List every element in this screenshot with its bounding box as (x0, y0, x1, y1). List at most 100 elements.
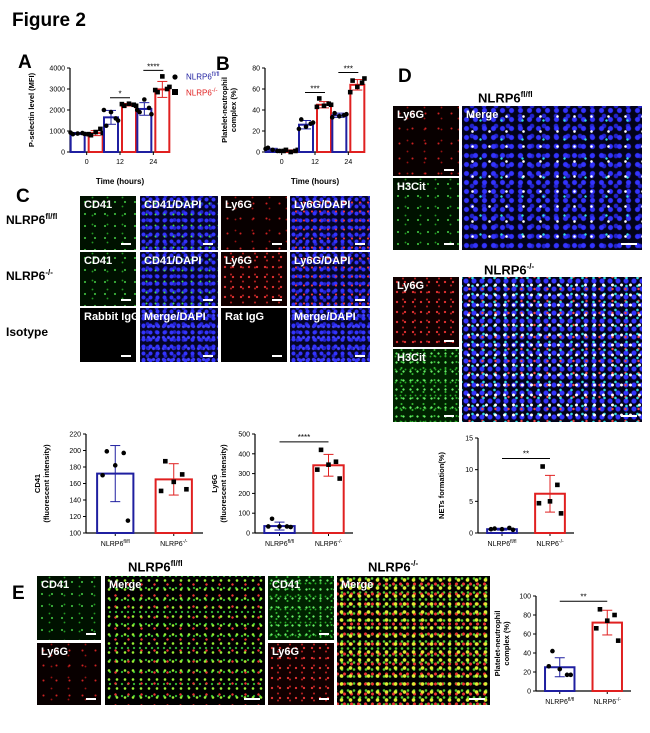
scale-bar (121, 355, 131, 357)
x-tick-label: NLRP6fl/fl (488, 539, 517, 548)
y-tick-label: 0 (246, 531, 250, 538)
y-tick-label: 80 (523, 613, 531, 620)
data-point (555, 482, 560, 488)
data-point (288, 149, 293, 155)
tick-base: NLRP6 (536, 541, 559, 548)
data-point (281, 148, 286, 154)
data-point (303, 124, 309, 130)
y-tick-label: 160 (69, 481, 81, 488)
x-tick-label: 12 (311, 159, 319, 166)
data-point (100, 130, 106, 136)
y-tick-label: 180 (69, 465, 81, 472)
legend-sup: -/- (211, 87, 218, 94)
data-point (184, 486, 189, 492)
data-point (149, 111, 154, 117)
image-label: H3Cit (397, 352, 426, 364)
title-sup: fl/fl (520, 90, 533, 99)
micrograph-ly6g: Ly6G (393, 106, 459, 176)
y-axis-label: NETs formation(%) (437, 452, 446, 519)
tick-base: NLRP6 (545, 699, 568, 706)
significance-label: *** (344, 65, 353, 74)
micrograph: CD41/DAPI (140, 252, 218, 306)
scale-bar (86, 633, 96, 635)
image-label: Ly6G/DAPI (294, 255, 351, 267)
x-tick-label: NLRP6-/- (315, 539, 343, 548)
x-tick-label: NLRP6-/- (594, 697, 622, 706)
micrograph: Rat IgG (221, 308, 287, 362)
tick-sup: -/- (337, 539, 342, 545)
panel-label-e: E (12, 583, 25, 604)
y-tick-label: 5 (469, 499, 473, 506)
significance-label: *** (310, 84, 319, 93)
data-point (326, 101, 332, 106)
square-marker-icon (172, 89, 178, 96)
data-point (163, 458, 168, 464)
legend: NLRP6fl/fl NLRP6-/- (172, 72, 219, 103)
significance-label: * (118, 90, 121, 99)
data-point (167, 84, 172, 90)
data-point (112, 463, 118, 468)
y-tick-label: 15 (465, 436, 473, 443)
data-point (270, 147, 275, 153)
y-tick-label: 100 (69, 531, 81, 538)
row-label: NLRP6-/- (6, 268, 53, 283)
scale-bar (121, 299, 131, 301)
title-sup: -/- (45, 268, 53, 277)
scale-bar (621, 243, 637, 245)
micrograph-h3cit: H3Cit (393, 178, 459, 250)
chart-p-selectin: 0 1000 2000 3000 4000 P-selectin level (MFI) 0… (27, 62, 172, 186)
y-tick-label: 10 (465, 467, 473, 474)
chart-ly6g-intensity: 0 100 200 300 400 500 Ly6G (fluorescent intensi… (210, 432, 353, 548)
data-point (68, 130, 73, 135)
data-point (75, 131, 80, 136)
scale-bar (355, 355, 365, 357)
scale-bar (319, 633, 329, 635)
data-point (615, 638, 621, 643)
data-point (142, 97, 147, 102)
scale-bar (203, 355, 213, 357)
y-tick-label: 4000 (49, 66, 65, 73)
x-tick-label: NLRP6fl/fl (101, 539, 130, 548)
data-point (558, 511, 564, 516)
data-point (266, 524, 271, 529)
title-base: NLRP6 (368, 559, 411, 575)
y-axis-label: (fluorescent intensity) (42, 444, 51, 523)
data-point (126, 101, 132, 106)
image-label: Rat IgG (225, 311, 265, 323)
data-point (293, 148, 298, 154)
y-tick-label: 0 (469, 531, 473, 538)
y-tick-label: 3000 (49, 87, 65, 94)
scale-bar (203, 243, 213, 245)
significance-label: ** (580, 592, 586, 601)
image-label: Ly6G (41, 646, 69, 658)
data-point (121, 103, 127, 109)
micrograph: Ly6G (221, 196, 287, 250)
bar (316, 103, 332, 153)
micrograph: Ly6G/DAPI (290, 252, 370, 306)
data-point (337, 476, 342, 481)
data-point (125, 518, 131, 523)
scale-bar (319, 698, 329, 700)
micrograph-h3cit: H3Cit (393, 349, 459, 422)
tick-sup: fl/fl (123, 539, 129, 545)
image-label: Rabbit IgG (84, 311, 136, 323)
legend-label: NLRP6 (186, 88, 212, 98)
data-point (604, 618, 610, 623)
scale-bar (244, 698, 260, 700)
data-point (269, 516, 275, 522)
tick-sup: -/- (183, 539, 188, 545)
y-tick-label: 220 (69, 432, 81, 439)
data-point (119, 101, 125, 107)
data-point (101, 107, 107, 113)
image-label: CD41/DAPI (144, 255, 202, 267)
micrograph: Ly6G/DAPI (290, 196, 370, 250)
scale-bar (444, 340, 454, 342)
image-label: H3Cit (397, 181, 426, 193)
micrograph: Merge/DAPI (290, 308, 370, 362)
y-axis-label: complex (%) (229, 87, 238, 132)
data-point (507, 525, 512, 531)
y-tick-label: 2000 (49, 108, 65, 115)
x-tick-label: NLRP6fl/fl (545, 697, 574, 706)
scale-bar (272, 243, 282, 245)
scale-bar (469, 698, 485, 700)
